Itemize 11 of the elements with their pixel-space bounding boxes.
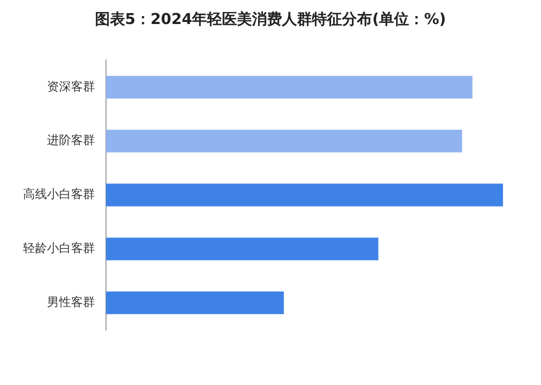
bar bbox=[106, 238, 378, 260]
y-tick-label: 高线小白客群 bbox=[23, 187, 95, 202]
bar bbox=[106, 76, 472, 98]
chart-title: 图表5：2024年轻医美消费人群特征分布(单位：%) bbox=[94, 10, 447, 29]
bar bbox=[106, 292, 284, 314]
bar bbox=[106, 184, 503, 206]
y-tick-label: 轻龄小白客群 bbox=[23, 241, 95, 256]
y-tick-label: 进阶客群 bbox=[47, 133, 95, 148]
bar bbox=[106, 130, 462, 152]
y-tick-label: 资深客群 bbox=[47, 79, 95, 94]
y-tick-label: 男性客群 bbox=[47, 294, 95, 309]
